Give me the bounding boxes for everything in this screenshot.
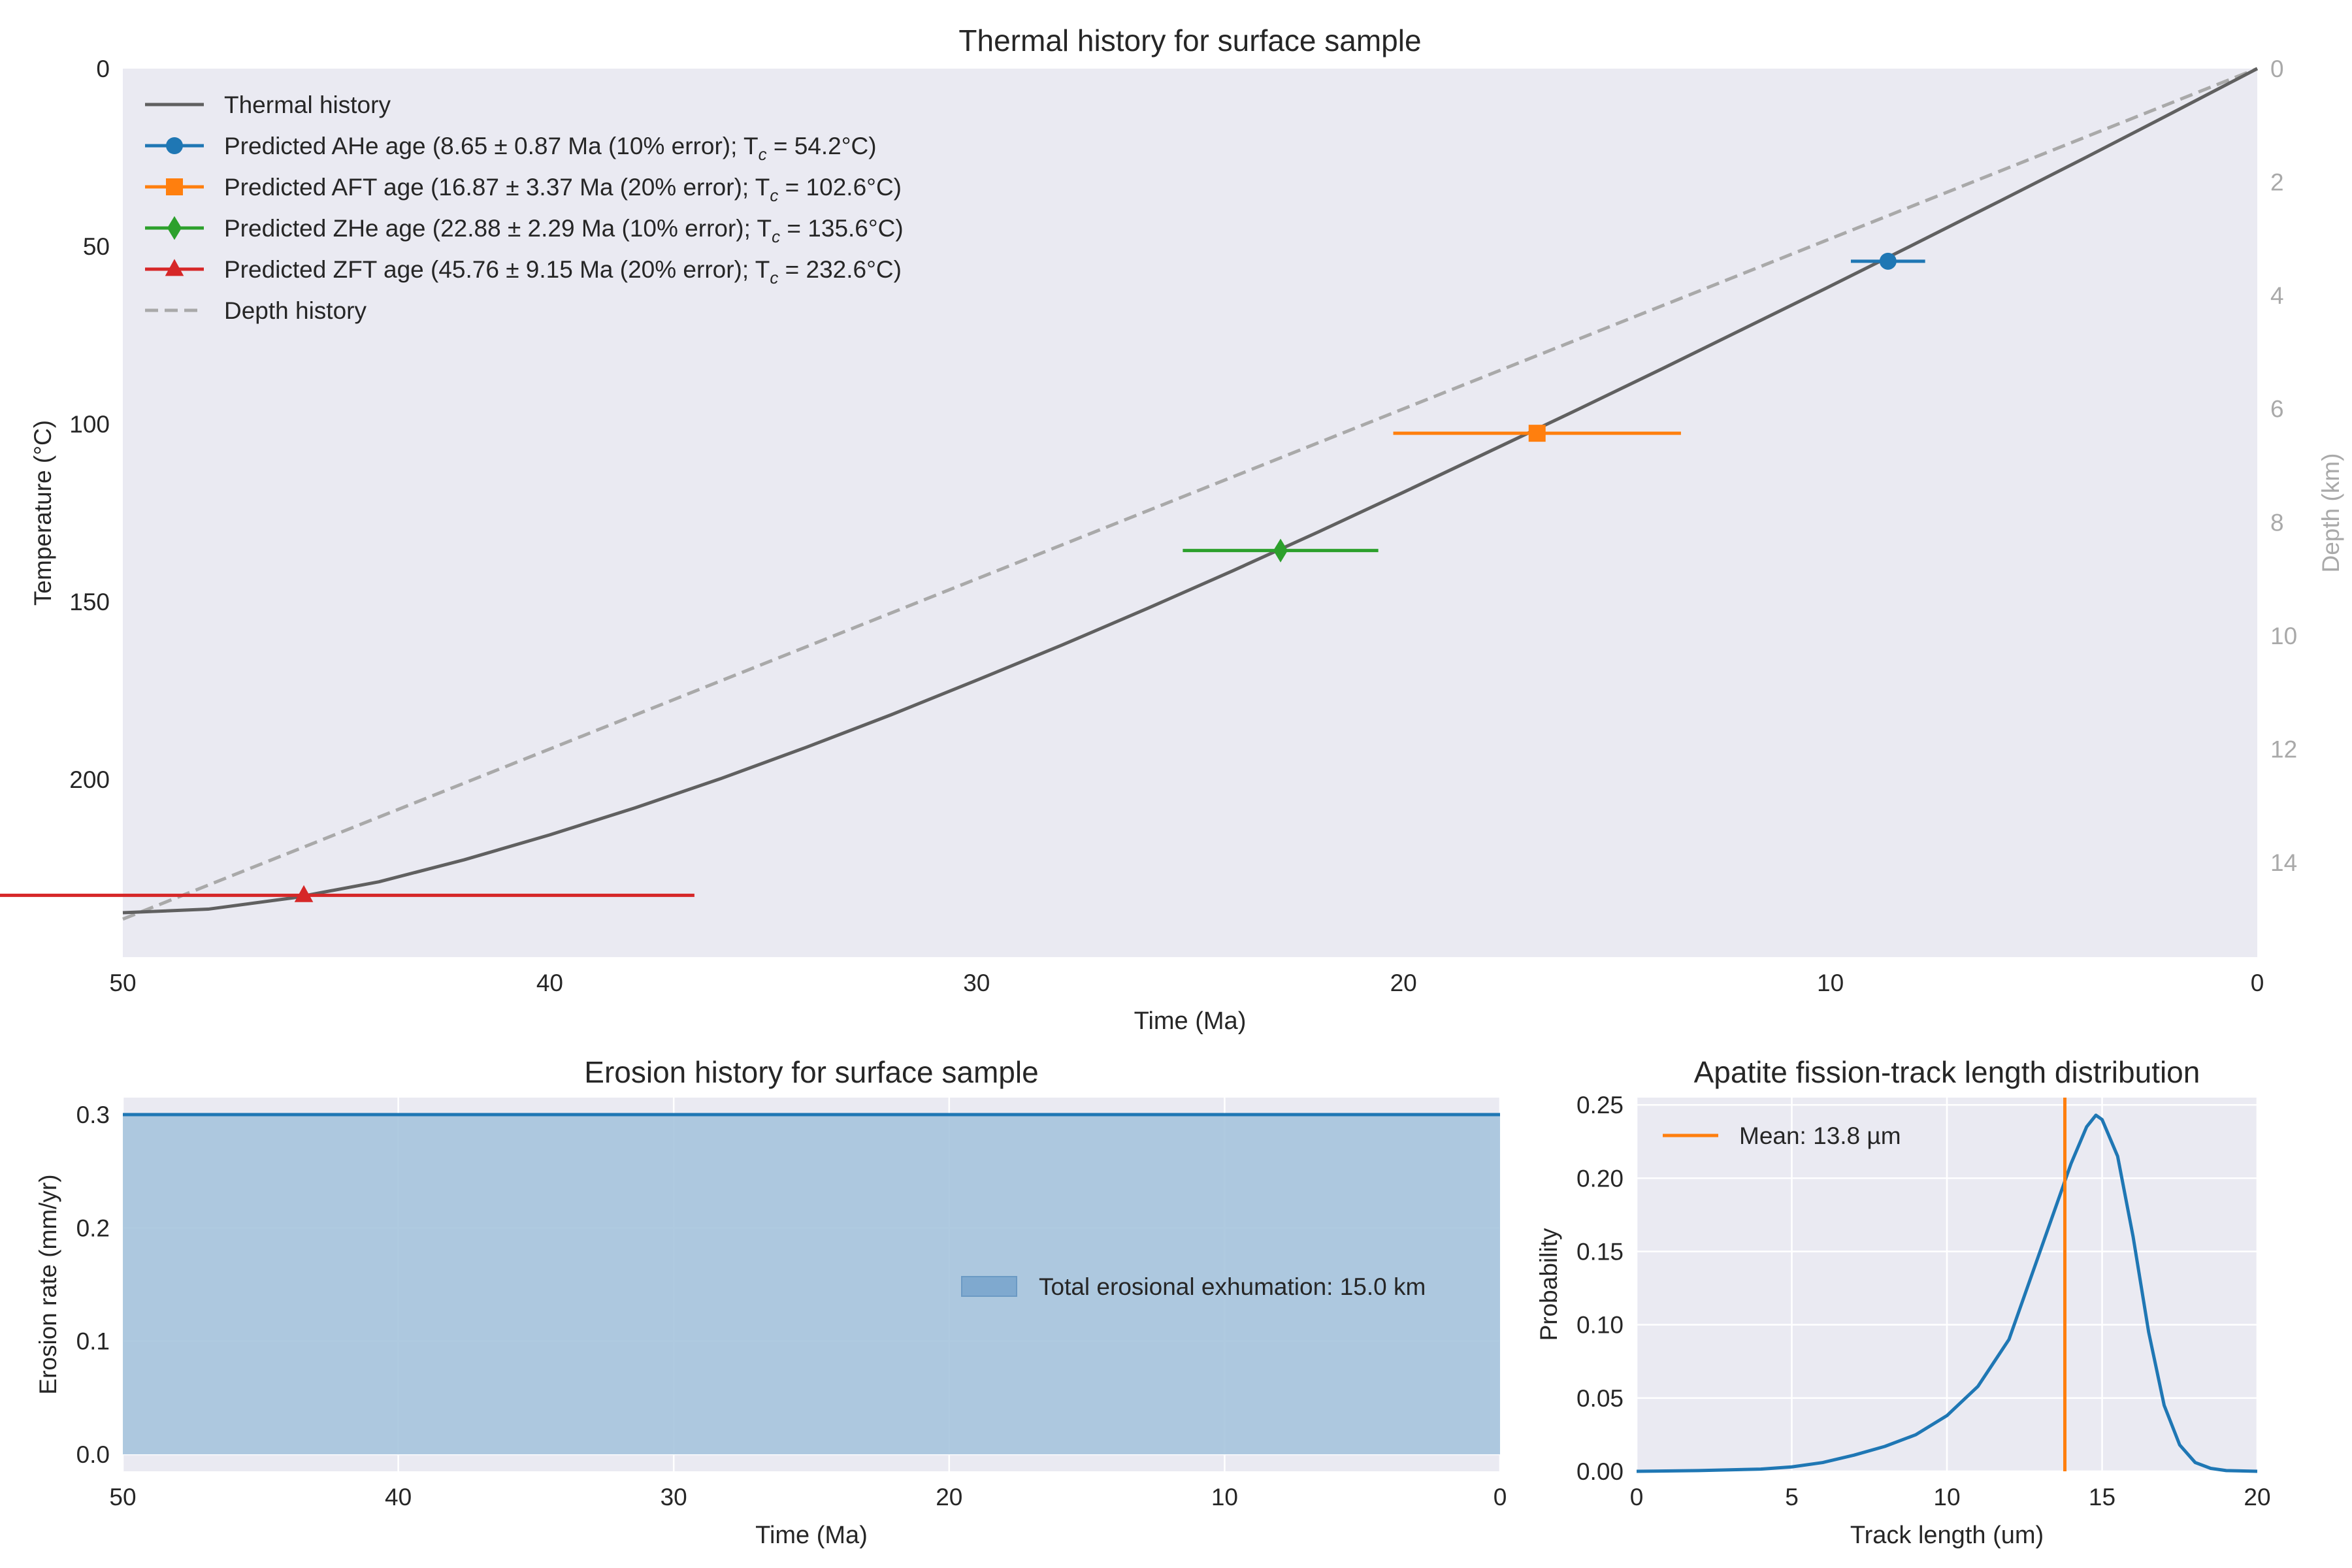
- depth-tick-label: 0: [2270, 56, 2284, 82]
- x-tick-label: 40: [385, 1484, 412, 1511]
- legend-subscript: c: [759, 144, 767, 164]
- legend-label-rest: = 54.2°C): [767, 133, 877, 159]
- legend-label: Predicted ZFT age (45.76 ± 9.15 Ma (20% …: [224, 256, 902, 287]
- age-point: [294, 885, 314, 902]
- legend-marker: [165, 259, 184, 276]
- x-tick-label: 10: [1211, 1484, 1238, 1511]
- thermal-x-axis-label: Time (Ma): [1134, 1007, 1247, 1035]
- thermal-legend: Thermal history Predicted AHe age (8.65 ±…: [145, 91, 904, 324]
- x-tick-label: 10: [1817, 970, 1844, 996]
- track-legend: Mean: 13.8 µm: [1663, 1122, 1901, 1149]
- x-tick-label: 20: [936, 1484, 962, 1511]
- x-tick-label: 10: [1933, 1484, 1960, 1511]
- legend-label: Depth history: [224, 297, 367, 324]
- legend-label: Predicted ZHe age (22.88 ± 2.29 Ma (10% …: [224, 215, 904, 246]
- x-tick-label: 0: [1630, 1484, 1644, 1511]
- legend-label-rest: = 135.6°C): [780, 215, 904, 242]
- legend-subscript: c: [772, 227, 780, 246]
- x-tick-label: 40: [536, 970, 563, 996]
- x-tick-label: 0: [1494, 1484, 1507, 1511]
- y-tick-label: 0.1: [76, 1328, 110, 1355]
- legend-swatch: [961, 1276, 1017, 1297]
- erosion-title: Erosion history for surface sample: [584, 1055, 1038, 1089]
- depth-tick-label: 2: [2270, 169, 2284, 196]
- y-tick-label: 200: [69, 766, 110, 793]
- depth-tick-label: 14: [2270, 849, 2297, 876]
- y-tick-label: 0.2: [76, 1215, 110, 1241]
- y-tick-label: 0.10: [1576, 1312, 1624, 1339]
- y-tick-label: 0.15: [1576, 1239, 1624, 1266]
- age-point: [1528, 425, 1546, 442]
- thermal-marks: [0, 67, 2259, 921]
- age-point: [1879, 252, 1897, 270]
- erosion-area: [123, 1115, 1500, 1454]
- depth-history-line: [122, 67, 2258, 921]
- thermal-history-line: [122, 67, 2259, 915]
- depth-axis-label: Depth (km): [2317, 453, 2344, 573]
- track-grid: [1635, 1098, 2259, 1473]
- legend-label-rest: = 102.6°C): [778, 174, 902, 201]
- depth-tick-label: 8: [2270, 509, 2284, 536]
- depth-tick-label: 4: [2270, 282, 2284, 309]
- erosion-y-axis-label: Erosion rate (mm/yr): [35, 1174, 61, 1394]
- erosion-marks: [123, 1113, 1500, 1454]
- erosion-axes: 50 40 30 20 10 0 0.0 0.1 0.2 0.3: [76, 1102, 1507, 1511]
- legend-marker: [166, 137, 183, 154]
- y-tick-label: 0: [96, 56, 110, 82]
- erosion-x-axis-label: Time (Ma): [755, 1522, 868, 1549]
- track-axes: 0 5 10 15 20 0.00 0.05 0.10 0.15 0.20 0.25: [1576, 1092, 2271, 1511]
- y-tick-label: 100: [69, 411, 110, 438]
- y-tick-label: 0.0: [76, 1441, 110, 1468]
- legend-subscript: c: [770, 268, 778, 287]
- legend-label: Predicted AFT age (16.87 ± 3.37 Ma (20% …: [224, 174, 902, 205]
- y-tick-label: 50: [83, 233, 110, 260]
- depth-tick-label: 6: [2270, 396, 2284, 423]
- age-point: [1273, 538, 1288, 563]
- erosion-history-panel: 50 40 30 20 10 0 0.0 0.1 0.2 0.3 Erosion history …: [35, 1055, 1507, 1549]
- track-x-axis-label: Track length (um): [1850, 1522, 2044, 1549]
- track-title: Apatite fission-track length distributio…: [1694, 1055, 2200, 1089]
- y-tick-label: 150: [69, 589, 110, 615]
- x-tick-label: 50: [109, 970, 136, 996]
- y-tick-label: 0.3: [76, 1102, 110, 1128]
- x-tick-label: 15: [2089, 1484, 2115, 1511]
- legend-label: Thermal history: [224, 91, 391, 118]
- x-tick-label: 30: [963, 970, 990, 996]
- y-tick-label: 0.05: [1576, 1385, 1624, 1412]
- legend-label: Mean: 13.8 µm: [1739, 1122, 1901, 1149]
- legend-label: Predicted AHe age (8.65 ± 0.87 Ma (10% e…: [224, 133, 877, 164]
- x-tick-label: 5: [1785, 1484, 1799, 1511]
- track-length-panel: 0 5 10 15 20 0.00 0.05 0.10 0.15 0.20 0.25 Apatite…: [1535, 1055, 2271, 1549]
- erosion-legend: Total erosional exhumation: 15.0 km: [961, 1273, 1426, 1300]
- x-tick-label: 50: [109, 1484, 136, 1511]
- legend-marker: [166, 178, 183, 195]
- legend-label-rest: = 232.6°C): [778, 256, 902, 283]
- track-y-axis-label: Probability: [1535, 1228, 1562, 1341]
- legend-marker: [167, 216, 182, 240]
- y-tick-label: 0.20: [1576, 1165, 1624, 1192]
- x-tick-label: 20: [2244, 1484, 2270, 1511]
- track-marks: [1636, 1098, 2258, 1473]
- legend-label: Total erosional exhumation: 15.0 km: [1039, 1273, 1426, 1300]
- x-tick-label: 30: [661, 1484, 687, 1511]
- depth-tick-label: 12: [2270, 736, 2297, 762]
- y-tick-label: 0.00: [1576, 1458, 1624, 1485]
- thermal-title: Thermal history for surface sample: [958, 24, 1421, 57]
- thermal-plot-area: [123, 69, 2257, 957]
- x-tick-label: 0: [2251, 970, 2264, 996]
- y-tick-label: 0.25: [1576, 1092, 1624, 1119]
- depth-tick-label: 10: [2270, 623, 2297, 649]
- legend-subscript: c: [770, 186, 778, 205]
- thermal-y-axis-label: Temperature (°C): [29, 420, 56, 606]
- x-tick-label: 20: [1390, 970, 1417, 996]
